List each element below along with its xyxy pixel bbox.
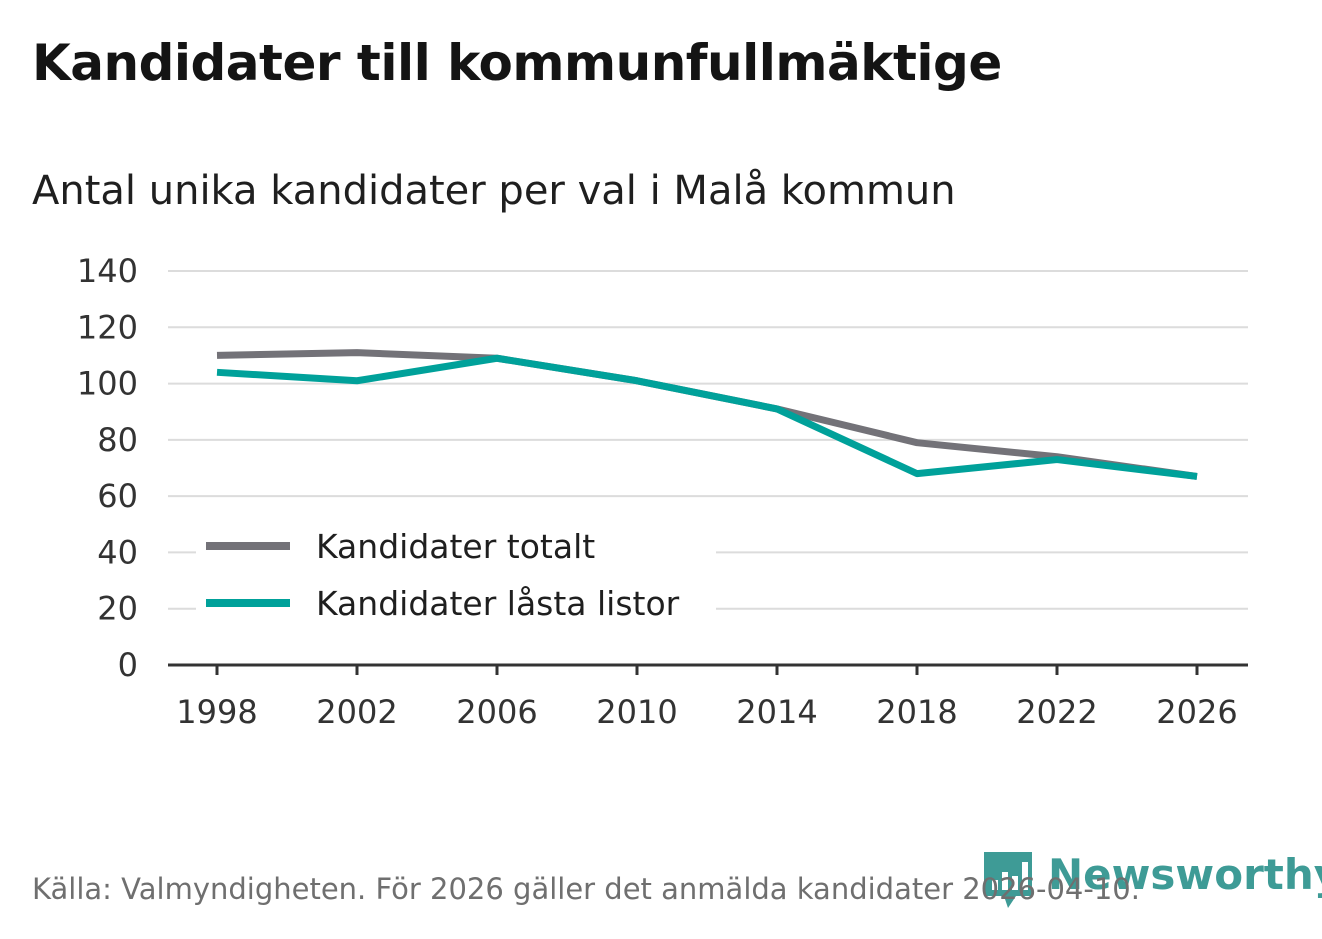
x-tick-label: 2014: [736, 693, 817, 731]
y-tick-label: 40: [97, 533, 138, 571]
legend-label-locked: Kandidater låsta listor: [316, 584, 680, 623]
x-tick-label: 1998: [176, 693, 257, 731]
legend: Kandidater totalt Kandidater låsta listo…: [196, 522, 716, 634]
legend-background: [196, 522, 716, 634]
y-tick-label: 80: [97, 421, 138, 459]
chart-subtitle: Antal unika kandidater per val i Malå ko…: [32, 168, 956, 214]
series-line-locked-lists: [216, 354, 1198, 480]
x-tick-label: 2010: [596, 693, 677, 731]
x-tick-label: 2002: [316, 693, 397, 731]
source-note: Källa: Valmyndigheten. För 2026 gäller d…: [32, 872, 1140, 906]
brand-name: Newsworthy: [1048, 850, 1322, 899]
legend-label-total: Kandidater totalt: [316, 527, 595, 566]
y-tick-label: 60: [97, 477, 138, 515]
x-tick-label: 2022: [1016, 693, 1097, 731]
newsworthy-logo: Newsworthy: [982, 850, 1322, 910]
x-tick-label: 2006: [456, 693, 537, 731]
y-tick-label: 140: [77, 252, 138, 290]
y-tick-label: 120: [77, 308, 138, 346]
bar-chart-speech-bubble-icon: [984, 852, 1032, 908]
x-tick-label: 2026: [1156, 693, 1237, 731]
y-tick-label: 20: [97, 590, 138, 628]
x-tick-label: 2018: [876, 693, 957, 731]
y-tick-label: 0: [118, 646, 138, 684]
y-tick-label: 100: [77, 365, 138, 403]
chart-title: Kandidater till kommunfullmäktige: [32, 34, 1002, 92]
